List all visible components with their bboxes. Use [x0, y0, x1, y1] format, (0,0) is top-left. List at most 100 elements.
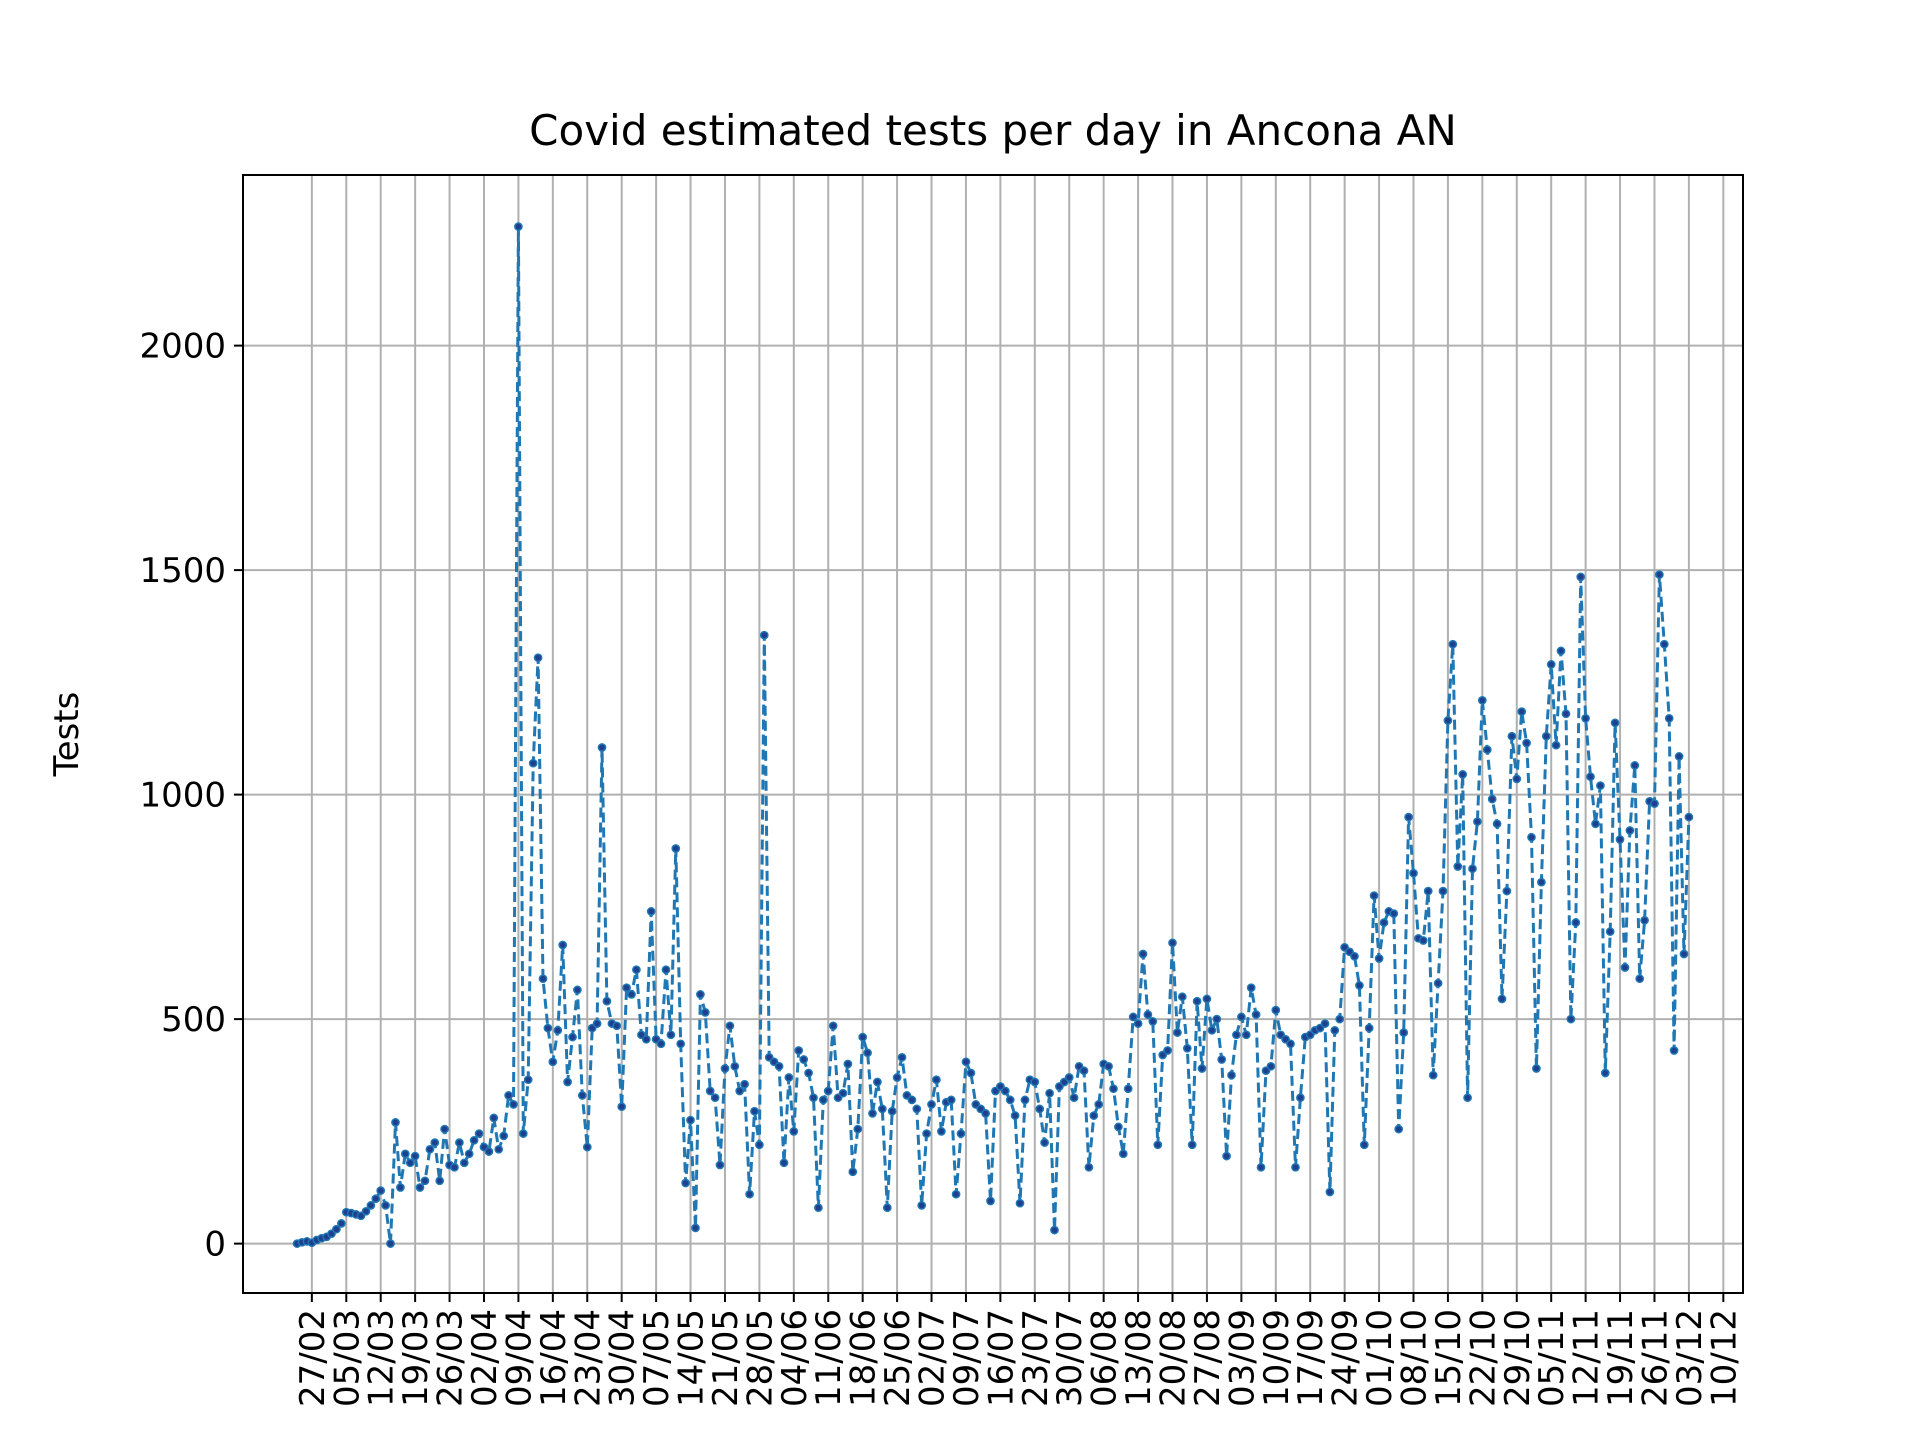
data-point [1409, 868, 1418, 878]
data-point [1650, 799, 1659, 808]
data-point [1546, 660, 1556, 669]
data-point [1040, 1138, 1049, 1147]
x-tick-label: 12/03 [362, 1309, 402, 1407]
data-point [1458, 770, 1468, 779]
x-tick-label: 14/05 [672, 1309, 712, 1407]
data-point [1576, 572, 1586, 582]
data-point [1679, 949, 1689, 959]
data-point [1487, 794, 1497, 804]
axis-ticks: 0 500 1000 1500 2000 27/0205/0312/0319/0326/0… [139, 327, 1744, 1407]
data-point [691, 1223, 700, 1233]
x-tick-label: 02/07 [913, 1309, 953, 1407]
data-point [1433, 978, 1443, 988]
data-point [750, 1106, 759, 1116]
data-point [814, 1203, 823, 1213]
data-point [1537, 877, 1546, 887]
data-point [917, 1201, 927, 1210]
data-point [1566, 1014, 1576, 1024]
data-point [715, 1160, 725, 1170]
data-point [509, 1100, 518, 1109]
x-tick-label: 26/11 [1635, 1309, 1675, 1407]
data-point [789, 1127, 799, 1136]
data-point [1512, 774, 1522, 784]
data-point [1330, 1025, 1340, 1035]
data-point [1684, 812, 1694, 822]
data-point [400, 1149, 410, 1159]
data-point [1561, 709, 1571, 719]
data-point [1035, 1104, 1045, 1114]
data-point [922, 1129, 931, 1138]
data-point [568, 1032, 577, 1042]
data-point [415, 1183, 425, 1192]
data-point [877, 1104, 887, 1114]
data-point [981, 1109, 990, 1118]
data-point [332, 1224, 341, 1234]
data-point [386, 1239, 395, 1248]
y-tick-label: 1500 [139, 551, 226, 591]
data-point [1620, 963, 1630, 972]
data-point [627, 990, 636, 999]
x-tick-label: 21/05 [706, 1309, 746, 1407]
data-point [1148, 1017, 1158, 1026]
data-point [1605, 927, 1615, 936]
data-point [1050, 1225, 1059, 1235]
data-point [1468, 864, 1477, 874]
data-point [661, 965, 671, 975]
series-layer [292, 222, 1694, 1248]
data-point [720, 1064, 730, 1073]
data-point [1379, 918, 1389, 927]
data-point [646, 907, 656, 916]
data-point [1296, 1093, 1305, 1103]
y-tick-label: 1000 [139, 776, 226, 816]
data-point [563, 1077, 572, 1087]
data-point [1266, 1061, 1276, 1071]
data-point [622, 983, 631, 993]
x-tick-label: 23/04 [568, 1309, 608, 1407]
data-point [410, 1151, 420, 1161]
data-point [1610, 718, 1620, 728]
data-point [843, 1059, 853, 1069]
data-point [735, 1086, 745, 1096]
data-point [1320, 1019, 1330, 1028]
data-point [809, 1093, 818, 1103]
data-point [1571, 918, 1581, 927]
data-point [1217, 1055, 1227, 1064]
data-point [337, 1219, 346, 1228]
data-point [1389, 909, 1399, 918]
data-point [366, 1201, 376, 1210]
x-tick-label: 13/08 [1119, 1309, 1159, 1407]
data-point [1635, 974, 1645, 984]
x-tick-label: 19/11 [1601, 1309, 1641, 1407]
data-point [912, 1104, 922, 1114]
data-point [932, 1075, 941, 1085]
data-point [602, 996, 612, 1006]
data-point [681, 1178, 690, 1188]
data-point [1527, 832, 1536, 842]
data-point [1497, 994, 1507, 1004]
data-point [1079, 1066, 1089, 1076]
data-point [1364, 1023, 1374, 1033]
data-point [946, 1095, 956, 1105]
data-point [1202, 994, 1212, 1004]
data-point [371, 1194, 381, 1204]
data-point [1227, 1070, 1236, 1080]
x-tick-label: 17/09 [1291, 1309, 1331, 1407]
data-point [1443, 716, 1453, 725]
data-point [504, 1091, 513, 1100]
data-point [420, 1176, 430, 1186]
data-point [1630, 761, 1640, 770]
data-point [1256, 1162, 1266, 1172]
data-point [1089, 1111, 1099, 1120]
data-point [828, 1021, 838, 1031]
data-point [705, 1086, 715, 1096]
data-point [632, 965, 641, 975]
data-point [1207, 1025, 1217, 1035]
data-point [1192, 996, 1202, 1006]
data-point [425, 1144, 435, 1154]
x-tick-label: 16/07 [981, 1309, 1021, 1407]
data-point [937, 1127, 946, 1136]
data-point [676, 1039, 686, 1049]
data-point [1502, 886, 1512, 896]
data-point [1669, 1046, 1679, 1055]
